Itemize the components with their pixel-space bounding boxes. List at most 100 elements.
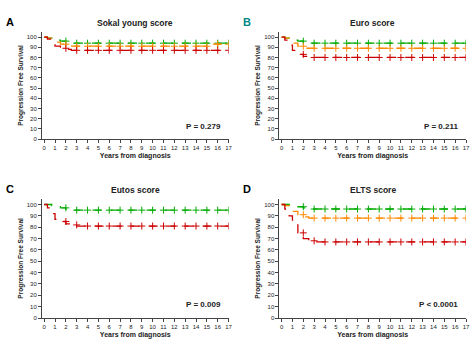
- svg-text:Years from diagnosis: Years from diagnosis: [100, 331, 171, 339]
- svg-text:13: 13: [182, 145, 189, 151]
- svg-text:80: 80: [30, 55, 37, 61]
- svg-text:Sokal young score: Sokal young score: [97, 18, 173, 28]
- svg-text:11: 11: [398, 145, 405, 151]
- svg-text:0: 0: [42, 145, 46, 151]
- svg-text:60: 60: [268, 247, 275, 253]
- svg-text:8: 8: [367, 324, 371, 330]
- svg-text:16: 16: [214, 324, 221, 330]
- svg-text:5: 5: [97, 145, 101, 151]
- svg-text:16: 16: [214, 145, 221, 151]
- svg-text:20: 20: [268, 116, 275, 122]
- svg-text:3: 3: [75, 145, 79, 151]
- svg-text:7: 7: [118, 324, 122, 330]
- svg-text:80: 80: [30, 224, 37, 230]
- svg-text:20: 20: [30, 292, 37, 298]
- svg-text:50: 50: [268, 85, 275, 91]
- svg-text:100: 100: [27, 34, 38, 40]
- svg-text:8: 8: [129, 324, 133, 330]
- svg-text:5: 5: [97, 324, 101, 330]
- svg-text:90: 90: [268, 213, 275, 219]
- svg-text:10: 10: [30, 304, 37, 310]
- svg-text:4: 4: [323, 145, 327, 151]
- svg-text:4: 4: [323, 324, 327, 330]
- svg-text:6: 6: [345, 145, 349, 151]
- svg-text:A: A: [6, 16, 14, 28]
- svg-text:9: 9: [140, 145, 144, 151]
- svg-text:15: 15: [441, 324, 448, 330]
- svg-text:10: 10: [149, 324, 156, 330]
- svg-text:0: 0: [280, 145, 284, 151]
- svg-text:60: 60: [30, 247, 37, 253]
- svg-text:30: 30: [268, 281, 275, 287]
- svg-text:0: 0: [33, 315, 37, 321]
- svg-text:1: 1: [53, 324, 57, 330]
- svg-text:40: 40: [268, 270, 275, 276]
- svg-text:16: 16: [452, 324, 459, 330]
- svg-text:70: 70: [30, 236, 37, 242]
- svg-text:Eutos score: Eutos score: [111, 185, 160, 195]
- svg-text:60: 60: [268, 75, 275, 81]
- svg-text:16: 16: [452, 145, 459, 151]
- svg-text:6: 6: [345, 324, 349, 330]
- svg-text:30: 30: [30, 281, 37, 287]
- svg-text:50: 50: [30, 85, 37, 91]
- svg-text:100: 100: [264, 34, 275, 40]
- svg-text:60: 60: [30, 75, 37, 81]
- svg-text:100: 100: [264, 202, 275, 208]
- svg-text:40: 40: [268, 95, 275, 101]
- svg-text:15: 15: [204, 145, 211, 151]
- svg-text:40: 40: [30, 270, 37, 276]
- svg-text:3: 3: [75, 324, 79, 330]
- svg-text:9: 9: [140, 324, 144, 330]
- svg-text:80: 80: [268, 55, 275, 61]
- svg-text:40: 40: [30, 95, 37, 101]
- svg-text:P = 0.009: P = 0.009: [186, 300, 221, 309]
- svg-text:50: 50: [30, 258, 37, 264]
- svg-text:10: 10: [149, 145, 156, 151]
- svg-text:7: 7: [118, 145, 122, 151]
- svg-text:0: 0: [280, 324, 284, 330]
- svg-text:Years from diagnosis: Years from diagnosis: [337, 331, 408, 339]
- svg-text:20: 20: [268, 292, 275, 298]
- svg-text:6: 6: [108, 324, 112, 330]
- svg-text:20: 20: [30, 116, 37, 122]
- svg-text:0: 0: [271, 136, 275, 142]
- svg-text:Euro score: Euro score: [350, 18, 395, 28]
- svg-text:6: 6: [108, 145, 112, 151]
- svg-text:17: 17: [225, 324, 232, 330]
- svg-text:P = 0.211: P = 0.211: [424, 122, 458, 131]
- svg-text:3: 3: [312, 324, 316, 330]
- svg-text:13: 13: [419, 145, 426, 151]
- svg-text:Progression Free Survival: Progression Free Survival: [254, 45, 262, 126]
- svg-text:13: 13: [182, 324, 189, 330]
- svg-text:12: 12: [171, 145, 178, 151]
- svg-text:14: 14: [193, 324, 200, 330]
- svg-text:10: 10: [387, 145, 394, 151]
- svg-text:15: 15: [441, 145, 448, 151]
- svg-text:ELTS score: ELTS score: [350, 185, 396, 195]
- svg-text:8: 8: [129, 145, 133, 151]
- svg-text:0: 0: [271, 315, 275, 321]
- svg-text:100: 100: [27, 202, 38, 208]
- svg-text:5: 5: [334, 324, 338, 330]
- svg-text:Years from diagnosis: Years from diagnosis: [337, 152, 408, 160]
- svg-text:30: 30: [30, 106, 37, 112]
- svg-text:0: 0: [42, 324, 46, 330]
- svg-text:4: 4: [86, 145, 90, 151]
- svg-text:2: 2: [302, 145, 306, 151]
- svg-text:70: 70: [268, 236, 275, 242]
- svg-text:9: 9: [378, 145, 382, 151]
- svg-text:1: 1: [291, 145, 295, 151]
- svg-text:1: 1: [53, 145, 57, 151]
- svg-text:80: 80: [268, 224, 275, 230]
- svg-text:10: 10: [268, 126, 275, 132]
- svg-text:14: 14: [430, 324, 437, 330]
- svg-text:90: 90: [30, 44, 37, 50]
- svg-text:90: 90: [268, 44, 275, 50]
- svg-text:17: 17: [225, 145, 232, 151]
- svg-text:4: 4: [86, 324, 90, 330]
- svg-text:2: 2: [302, 324, 306, 330]
- svg-text:50: 50: [268, 258, 275, 264]
- svg-text:17: 17: [463, 145, 470, 151]
- svg-text:17: 17: [463, 324, 470, 330]
